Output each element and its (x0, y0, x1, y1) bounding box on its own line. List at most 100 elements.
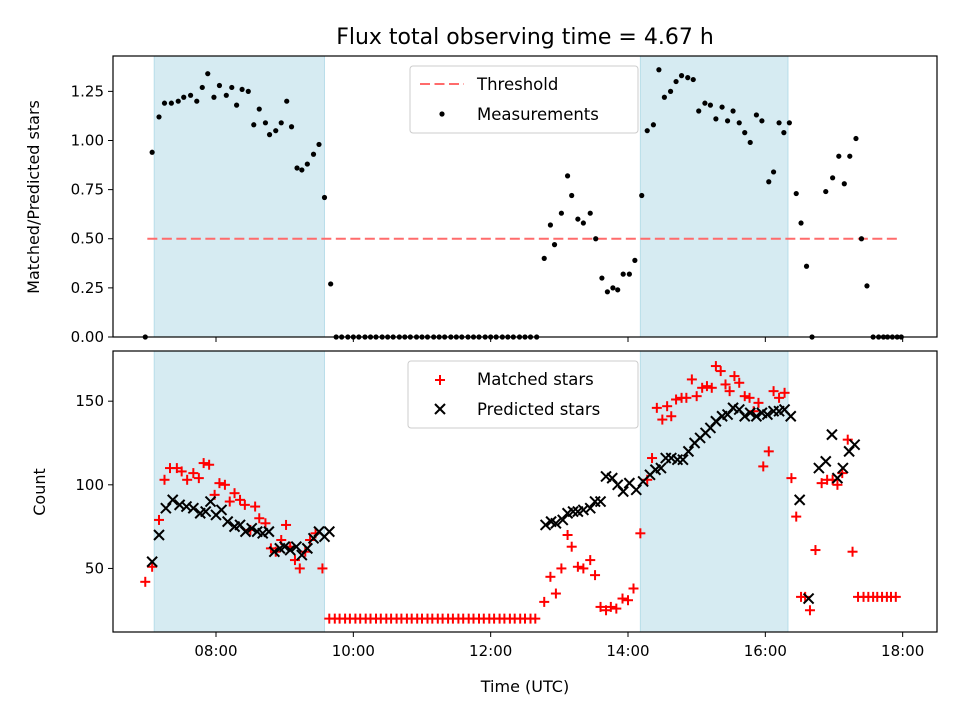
predicted-marker-b (146, 556, 158, 568)
measurement-point (310, 151, 317, 157)
predicted-star-point (187, 502, 200, 514)
predicted-star-point (677, 454, 689, 466)
predicted-marker-b (557, 514, 569, 526)
predicted-marker-b (234, 519, 246, 531)
legend-matched-swatch (435, 375, 445, 385)
legend-matched-label: Matched stars (477, 370, 594, 389)
matched-star-point (159, 474, 170, 485)
measurement-point (569, 192, 575, 199)
matched-star-point (198, 458, 209, 469)
matched-star-point (239, 499, 250, 510)
predicted-star-point (617, 485, 629, 498)
predicted-marker-b (733, 403, 745, 416)
predicted-marker-b (739, 410, 751, 422)
measurement-point (211, 94, 217, 100)
y-tick-label: 0.00 (71, 328, 104, 346)
matched-star-point (188, 468, 199, 479)
predicted-star-point (290, 540, 303, 553)
predicted-marker-b (301, 542, 314, 555)
chart-title: Flux total observing time = 4.67 h (336, 25, 714, 50)
matched-star-point (154, 514, 165, 525)
measurement-point (262, 120, 269, 126)
predicted-marker-b (761, 408, 774, 421)
predicted-star-point (160, 502, 172, 514)
predicted-star-point (221, 515, 234, 528)
matched-star-point (224, 496, 235, 507)
matched-star-point (671, 394, 682, 405)
predicted-star-point (146, 556, 158, 568)
top-legend-box (409, 65, 639, 134)
predicted-star-point (577, 504, 590, 516)
measurement-point (736, 120, 742, 126)
matched-star-point (691, 391, 702, 402)
measurement-point (299, 167, 305, 173)
predicted-marker-b (727, 402, 739, 414)
predicted-marker-b (187, 502, 200, 514)
measurement-point (620, 271, 626, 277)
predicted-star-point (793, 494, 806, 506)
predicted-star-point (837, 462, 849, 474)
measurement-point (284, 98, 290, 104)
predicted-marker-b (826, 428, 838, 441)
predicted-marker-b (268, 546, 281, 558)
predicted-star-point (826, 428, 838, 441)
top-x-ticks (215, 337, 904, 342)
predicted-marker-b (630, 484, 642, 496)
matched-star-point (647, 453, 658, 464)
matched-star-point (739, 391, 750, 402)
measurement-point (626, 271, 632, 277)
measurement-point (194, 98, 200, 104)
predicted-marker-b (284, 544, 296, 556)
matched-star-point (758, 461, 769, 472)
measurement-point (753, 112, 760, 118)
predicted-marker-b (655, 462, 667, 474)
matched-star-point (539, 596, 550, 607)
matched-star-point (734, 377, 745, 388)
measurement-point (615, 287, 621, 293)
measurement-point (661, 94, 667, 100)
measurement-point (234, 102, 240, 108)
predicted-marker-b (848, 438, 861, 451)
measurement-point (678, 73, 685, 79)
measurement-point (847, 153, 853, 159)
measurement-point (587, 210, 593, 216)
predicted-marker-b (199, 505, 212, 518)
predicted-marker-b (617, 485, 629, 498)
measurement-point (256, 106, 262, 112)
measurement-point (650, 122, 657, 128)
legend-predicted-swatch (434, 403, 446, 415)
measurement-point (719, 104, 725, 110)
measurement-point (266, 132, 273, 138)
predicted-marker-b (173, 499, 186, 511)
matched-star-point (305, 535, 316, 546)
predicted-marker-b (245, 522, 258, 535)
bottom-shaded-spans (153, 350, 789, 633)
matched-star-point (605, 601, 616, 612)
predicted-star-point (204, 495, 217, 508)
predicted-marker-b (160, 502, 172, 514)
measurement-point (187, 92, 194, 98)
top-y-axis-label: Matched/Predicted stars (24, 100, 43, 294)
measurement-point (632, 257, 638, 263)
matched-star-point (147, 561, 158, 572)
matched-star-point (657, 414, 668, 425)
matched-star-point (800, 591, 811, 602)
predicted-star-point (848, 438, 861, 451)
predicted-star-point (180, 500, 193, 513)
predicted-star-point (301, 542, 314, 555)
predicted-marker-b (785, 410, 797, 422)
predicted-star-point (682, 445, 695, 458)
legend-measurements-swatch (439, 111, 445, 117)
predicted-marker-b (167, 494, 179, 506)
observing-span (153, 55, 325, 338)
matched-star-point (530, 613, 541, 624)
matched-star-point (753, 397, 764, 408)
predicted-star-point (820, 455, 832, 468)
legend-measurements-label: Measurements (477, 105, 599, 124)
x-tick-label: 18:00 (881, 642, 924, 660)
measurement-point (547, 222, 554, 228)
predicted-star-point (173, 499, 186, 511)
measurement-point (273, 128, 279, 134)
matched-star-point (715, 366, 726, 377)
matched-star-point (651, 402, 662, 413)
